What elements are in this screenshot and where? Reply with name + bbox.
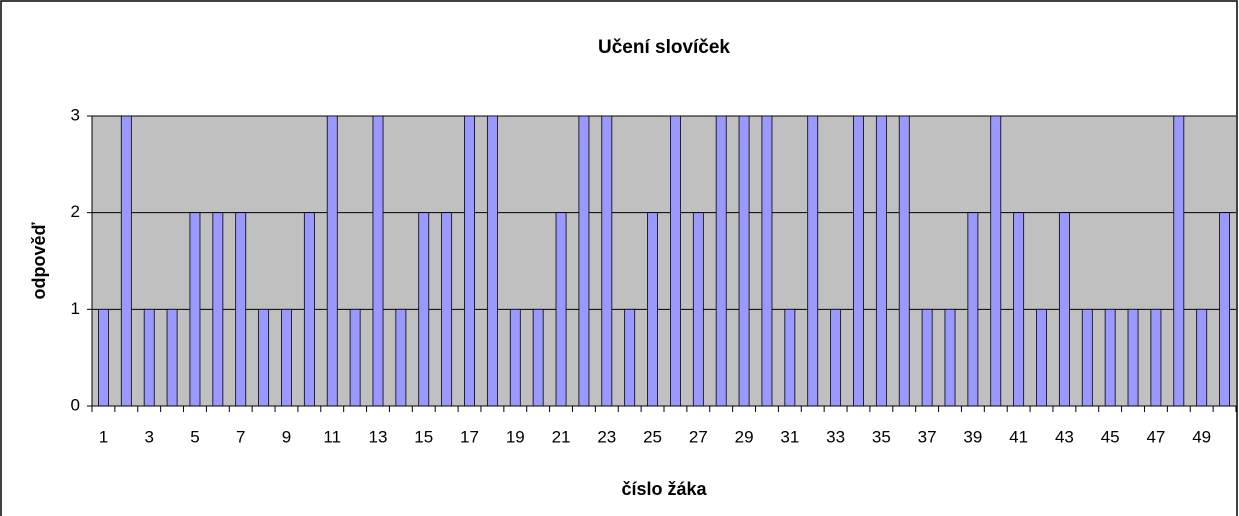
x-tick-label: 7: [236, 427, 245, 446]
bar: [1104, 308, 1116, 407]
x-axis-label: číslo žáka: [621, 479, 707, 499]
bar: [1219, 212, 1230, 407]
bar: [761, 115, 773, 407]
bar: [578, 115, 590, 407]
bar: [898, 115, 910, 407]
x-tick-label: 41: [1009, 427, 1028, 446]
bar: [98, 308, 109, 407]
bar: [441, 212, 453, 407]
bar: [921, 308, 933, 407]
bar: [532, 308, 544, 407]
bar: [1173, 115, 1185, 407]
x-tick-label: 13: [369, 427, 388, 446]
bar: [486, 115, 498, 407]
x-tick-label: 19: [506, 427, 525, 446]
bar: [326, 115, 338, 407]
bar: [807, 115, 819, 407]
bar: [509, 308, 521, 407]
bar: [166, 308, 178, 407]
y-tick-label: 2: [71, 202, 80, 221]
bar: [1036, 308, 1047, 407]
bar: [143, 308, 155, 407]
chart-title: Učení slovíček: [598, 37, 730, 58]
bar: [875, 115, 887, 407]
x-tick-label: 35: [872, 427, 891, 446]
bar: [1081, 308, 1093, 407]
x-tick-label: 39: [963, 427, 982, 446]
bar: [1127, 308, 1139, 407]
bar: [303, 212, 315, 407]
bar: [784, 308, 796, 407]
bar: [418, 212, 430, 407]
bar: [349, 308, 361, 407]
x-tick-label: 21: [552, 427, 571, 446]
bar: [235, 212, 247, 407]
x-tick-label: 5: [190, 427, 199, 446]
x-tick-label: 29: [735, 427, 754, 446]
bar: [670, 115, 681, 407]
bar: [738, 115, 750, 407]
bar: [624, 308, 636, 407]
bar: [395, 308, 407, 407]
bar: [990, 115, 1002, 407]
x-tick-label: 47: [1146, 427, 1165, 446]
x-tick-label: 45: [1101, 427, 1120, 446]
bar: [853, 115, 864, 407]
x-tick-label: 1: [99, 427, 108, 446]
x-tick-label: 31: [780, 427, 799, 446]
y-tick-label: 0: [71, 395, 80, 414]
bar: [692, 212, 704, 407]
x-tick-label: 25: [643, 427, 662, 446]
x-tick-label: 43: [1055, 427, 1074, 446]
bar: [555, 212, 567, 407]
bar: [830, 308, 842, 407]
bar: [258, 308, 270, 407]
bar: [1150, 308, 1162, 407]
x-tick-label: 49: [1192, 427, 1211, 446]
x-tick-label: 3: [144, 427, 153, 446]
x-tick-label: 33: [826, 427, 845, 446]
x-tick-label: 23: [597, 427, 616, 446]
bar: [1196, 308, 1208, 407]
bar: [189, 212, 201, 407]
x-tick-label: 9: [282, 427, 291, 446]
x-tick-label: 11: [323, 427, 341, 446]
bar: [601, 115, 613, 407]
y-tick-label: 3: [71, 105, 80, 124]
bar: [464, 115, 475, 407]
bar: [1058, 212, 1070, 407]
bar: [212, 212, 224, 407]
x-tick-label: 27: [689, 427, 708, 446]
bar: [715, 115, 727, 407]
y-axis-label: odpověď: [29, 222, 49, 299]
x-tick-label: 15: [414, 427, 433, 446]
bar: [281, 308, 292, 407]
x-tick-label: 17: [460, 427, 479, 446]
bar: [120, 115, 132, 407]
bar: [1013, 212, 1025, 407]
bar: [944, 308, 956, 407]
bar: [647, 212, 658, 407]
bar: [967, 212, 979, 407]
x-tick-label: 37: [918, 427, 937, 446]
y-tick-label: 1: [71, 299, 80, 318]
bar: [372, 115, 384, 407]
